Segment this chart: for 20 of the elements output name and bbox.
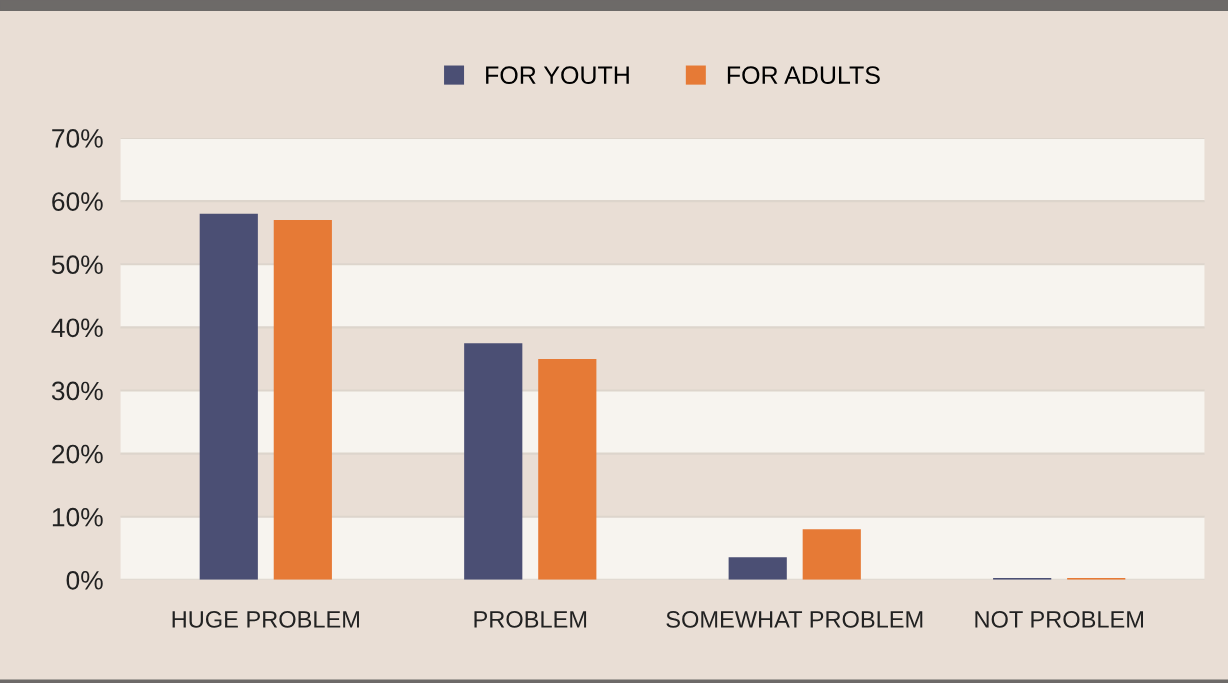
x-tick-label: NOT PROBLEM <box>975 611 1143 628</box>
x-tick-label: PROBLEM <box>474 611 587 628</box>
y-tick-label: 30% <box>51 381 103 401</box>
y-tick-label: 20% <box>52 444 103 464</box>
bar <box>538 358 597 580</box>
x-tick-label: SOMEWHAT PROBLEM <box>666 611 923 628</box>
legend-label: FOR ADULTS <box>727 66 880 85</box>
bar <box>802 529 861 580</box>
y-tick-label: 70% <box>52 129 103 148</box>
legend-label: FOR YOUTH <box>486 66 629 85</box>
x-tick-label: HUGE PROBLEM <box>172 611 359 628</box>
y-tick-label: 60% <box>52 192 103 211</box>
y-tick-label: 40% <box>51 318 103 338</box>
y-tick-label: 10% <box>52 507 103 527</box>
bar <box>273 220 332 580</box>
bar <box>464 343 523 580</box>
bar <box>728 557 787 580</box>
y-tick-label: 50% <box>51 255 103 275</box>
y-tick-label: 0% <box>66 571 103 590</box>
bar <box>199 213 258 580</box>
